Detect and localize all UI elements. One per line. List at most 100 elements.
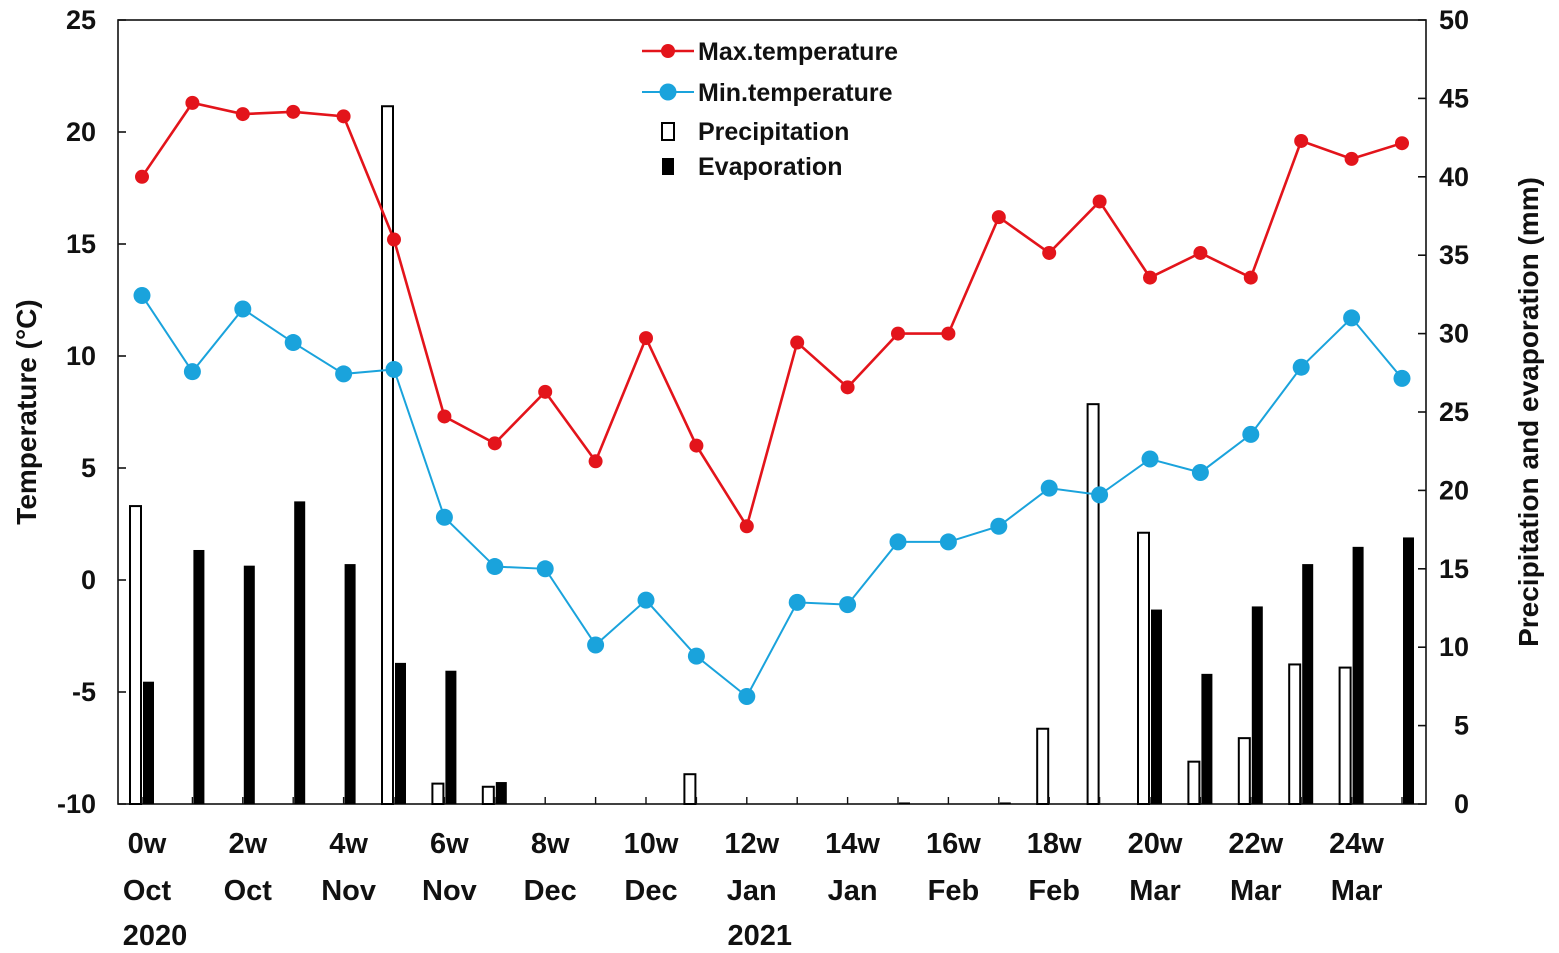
min-temperature-point <box>1191 463 1209 481</box>
evaporation-bar <box>143 681 154 804</box>
max-temperature-point <box>1344 151 1359 166</box>
min-temperature-point <box>1141 450 1159 468</box>
evaporation-bar <box>193 549 205 804</box>
max-temperature-line <box>140 101 1403 530</box>
x-month-label: Feb <box>1028 875 1080 907</box>
legend-evaporation-marker <box>662 158 674 175</box>
evaporation-bar <box>344 564 356 804</box>
x-week-label: 0w <box>128 828 167 860</box>
min-temperature-point <box>990 517 1008 535</box>
min-temperature-point <box>183 363 201 381</box>
y-left-axis-title: Temperature (°C) <box>11 299 42 524</box>
max-temperature-point <box>1042 245 1057 260</box>
evaporation-bar <box>1302 564 1314 804</box>
x-month-label: Dec <box>624 875 677 907</box>
x-month-label: Jan <box>727 875 777 907</box>
min-temperature-point <box>486 558 504 576</box>
min-temperature-point <box>1393 369 1411 387</box>
y-left-tick-label: 15 <box>66 229 96 259</box>
max-temperature-point <box>991 210 1006 225</box>
min-temperature-point <box>1242 425 1260 443</box>
precipitation-bar <box>481 785 495 806</box>
max-temperature-point <box>840 380 855 395</box>
legend-min-marker <box>659 83 677 101</box>
x-month-label: Nov <box>422 875 477 907</box>
y-right-tick-label: 20 <box>1439 475 1469 505</box>
evaporation-bar <box>999 802 1011 804</box>
max-temperature-point <box>286 104 301 119</box>
legend-precipitation-marker <box>661 122 675 141</box>
max-temperature-point <box>1092 194 1107 209</box>
min-temperature-point <box>1040 479 1058 497</box>
legend: Max.temperature Min.temperature Precipitat… <box>642 38 898 181</box>
max-temperature-point <box>739 519 754 534</box>
y-right-tick-label: 30 <box>1439 319 1469 349</box>
x-week-label: 10w <box>624 828 679 860</box>
x-month-label: Oct <box>123 875 172 907</box>
min-temperature-point <box>687 647 705 665</box>
max-temperature-point <box>1294 133 1309 148</box>
x-month-label: Oct <box>224 875 273 907</box>
y-right-tick-label: 40 <box>1439 162 1469 192</box>
max-temperature-point <box>639 331 653 346</box>
x-week-label: 2w <box>228 828 267 860</box>
min-temperature-point <box>788 593 806 611</box>
evaporation-bar <box>1403 537 1414 804</box>
x-month-label: Jan <box>828 875 878 907</box>
min-temperature-point <box>889 533 907 551</box>
x-week-label: 12w <box>724 828 779 860</box>
y-right-tick-label: 50 <box>1439 5 1469 35</box>
y-left-tick-label: 20 <box>66 117 96 147</box>
max-temperature-point <box>387 232 401 247</box>
y-right-tick-label: 5 <box>1454 711 1469 741</box>
max-temperature-point <box>891 326 905 341</box>
x-month-label: Dec <box>524 875 577 907</box>
x-week-label: 16w <box>926 828 981 860</box>
legend-max-label: Max.temperature <box>698 38 898 66</box>
y-left-tick-label: 10 <box>66 341 96 371</box>
evaporation-bar <box>1201 673 1213 804</box>
legend-max-marker <box>661 44 675 58</box>
evaporation-bar <box>1151 609 1162 804</box>
precipitation-bar <box>1086 403 1100 805</box>
y-right-tick-label: 45 <box>1439 83 1469 113</box>
y-left-tick-label: 25 <box>66 5 96 35</box>
max-temperature-point <box>588 454 603 469</box>
max-temperature-point <box>135 169 149 184</box>
x-month-label: Mar <box>1230 875 1282 907</box>
max-temperature-point <box>1243 270 1258 285</box>
min-temperature-point <box>284 334 302 352</box>
max-temperature-point <box>185 95 200 110</box>
evaporation-bar <box>495 782 507 804</box>
x-year-label: 2021 <box>728 920 793 952</box>
precipitation-bar <box>1237 737 1251 805</box>
min-temperature-point <box>939 533 957 551</box>
y-right-axis-title: Precipitation and evaporation (mm) <box>1513 177 1544 647</box>
precipitation-bar <box>1288 663 1302 805</box>
axes-layer: 2520151050-5-1050454035302520151050Tempe… <box>11 5 1544 952</box>
lines-layer <box>133 95 1411 705</box>
x-week-label: 14w <box>825 828 880 860</box>
evaporation-bar <box>243 565 255 804</box>
max-temperature-point <box>336 109 351 124</box>
x-week-label: 6w <box>430 828 469 860</box>
y-right-tick-label: 25 <box>1439 397 1469 427</box>
min-temperature-point <box>839 596 857 614</box>
max-temperature-point <box>235 107 250 122</box>
max-temperature-point <box>689 438 704 453</box>
evaporation-bar <box>395 662 406 804</box>
precipitation-bar <box>431 782 445 806</box>
precipitation-bar <box>381 105 394 806</box>
min-temperature-point <box>133 287 151 305</box>
max-temperature-point <box>437 409 452 424</box>
max-temperature-point <box>1395 136 1409 151</box>
x-year-label: 2020 <box>123 920 188 952</box>
max-temperature-point <box>538 384 553 399</box>
evaporation-bar <box>1352 546 1364 804</box>
precipitation-bar <box>1338 666 1352 805</box>
x-week-label: 22w <box>1228 828 1283 860</box>
x-month-label: Mar <box>1129 875 1181 907</box>
x-month-label: Nov <box>321 875 376 907</box>
